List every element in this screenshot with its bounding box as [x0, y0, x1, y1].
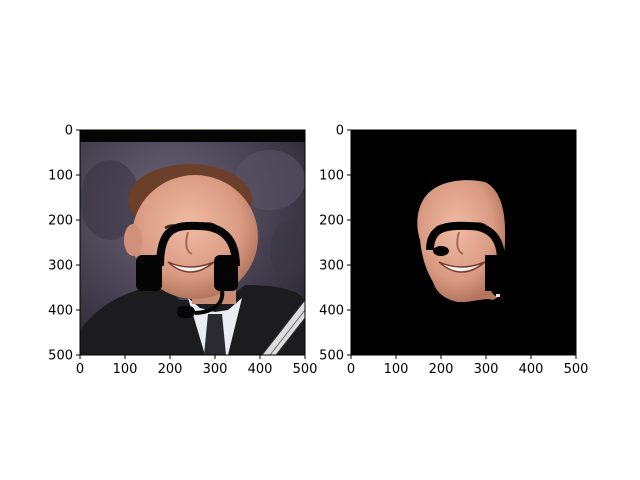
x-tick-label: 400 — [519, 362, 544, 377]
headset-earcup-cutout — [433, 246, 449, 256]
y-tick-label: 200 — [319, 214, 344, 229]
y-tick-label: 200 — [48, 214, 73, 229]
headset-band — [156, 221, 240, 267]
x-tick-label: 200 — [429, 362, 454, 377]
tie — [204, 314, 226, 355]
left-axes-frame — [79, 129, 306, 356]
headset-boom — [194, 289, 225, 315]
headset-mic — [177, 306, 195, 318]
y-tick-label: 0 — [65, 124, 73, 139]
headset-band-cutout — [426, 221, 505, 261]
nose — [456, 231, 464, 255]
right-axes-frame — [350, 129, 577, 356]
y-tick-label: 400 — [319, 304, 344, 319]
backdrop-shade — [80, 160, 140, 240]
x-tick-label: 0 — [76, 362, 84, 377]
y-tick-label: 300 — [319, 259, 344, 274]
y-tick-label: 300 — [48, 259, 73, 274]
suit — [80, 285, 305, 355]
x-tick-label: 500 — [293, 362, 318, 377]
x-tick-label: 100 — [384, 362, 409, 377]
x-tick-label: 0 — [347, 362, 355, 377]
mask-speck — [496, 294, 500, 297]
y-tick-label: 500 — [48, 349, 73, 364]
x-tick-label: 200 — [158, 362, 183, 377]
x-tick-label: 400 — [248, 362, 273, 377]
x-tick-label: 500 — [564, 362, 589, 377]
y-tick-label: 0 — [336, 124, 344, 139]
y-tick-label: 400 — [48, 304, 73, 319]
y-tick-label: 100 — [48, 169, 73, 184]
nose — [185, 231, 193, 255]
backdrop-shade — [235, 150, 305, 210]
backdrop-shade — [270, 220, 305, 280]
face-mask — [417, 180, 506, 303]
x-tick-label: 100 — [113, 362, 138, 377]
top-black-strip — [80, 130, 305, 142]
x-tick-label: 300 — [474, 362, 499, 377]
right-photo — [351, 130, 576, 355]
guitar-neck — [261, 299, 305, 355]
headset-overlay — [136, 221, 240, 318]
y-tick-label: 500 — [319, 349, 344, 364]
earcup-right-cutout — [485, 255, 505, 291]
y-tick-label: 100 — [319, 169, 344, 184]
headset-earcup-left — [136, 255, 162, 291]
left-photo — [80, 130, 305, 355]
x-tick-label: 300 — [203, 362, 228, 377]
headset-earcup-right — [214, 255, 238, 291]
ear-left — [124, 224, 142, 256]
